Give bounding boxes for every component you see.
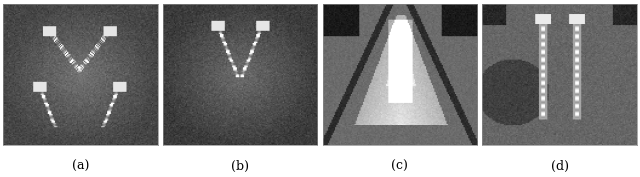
Text: (a): (a) [72,160,89,173]
Text: (d): (d) [550,160,568,173]
Text: (b): (b) [231,160,249,173]
Text: (c): (c) [392,160,408,173]
